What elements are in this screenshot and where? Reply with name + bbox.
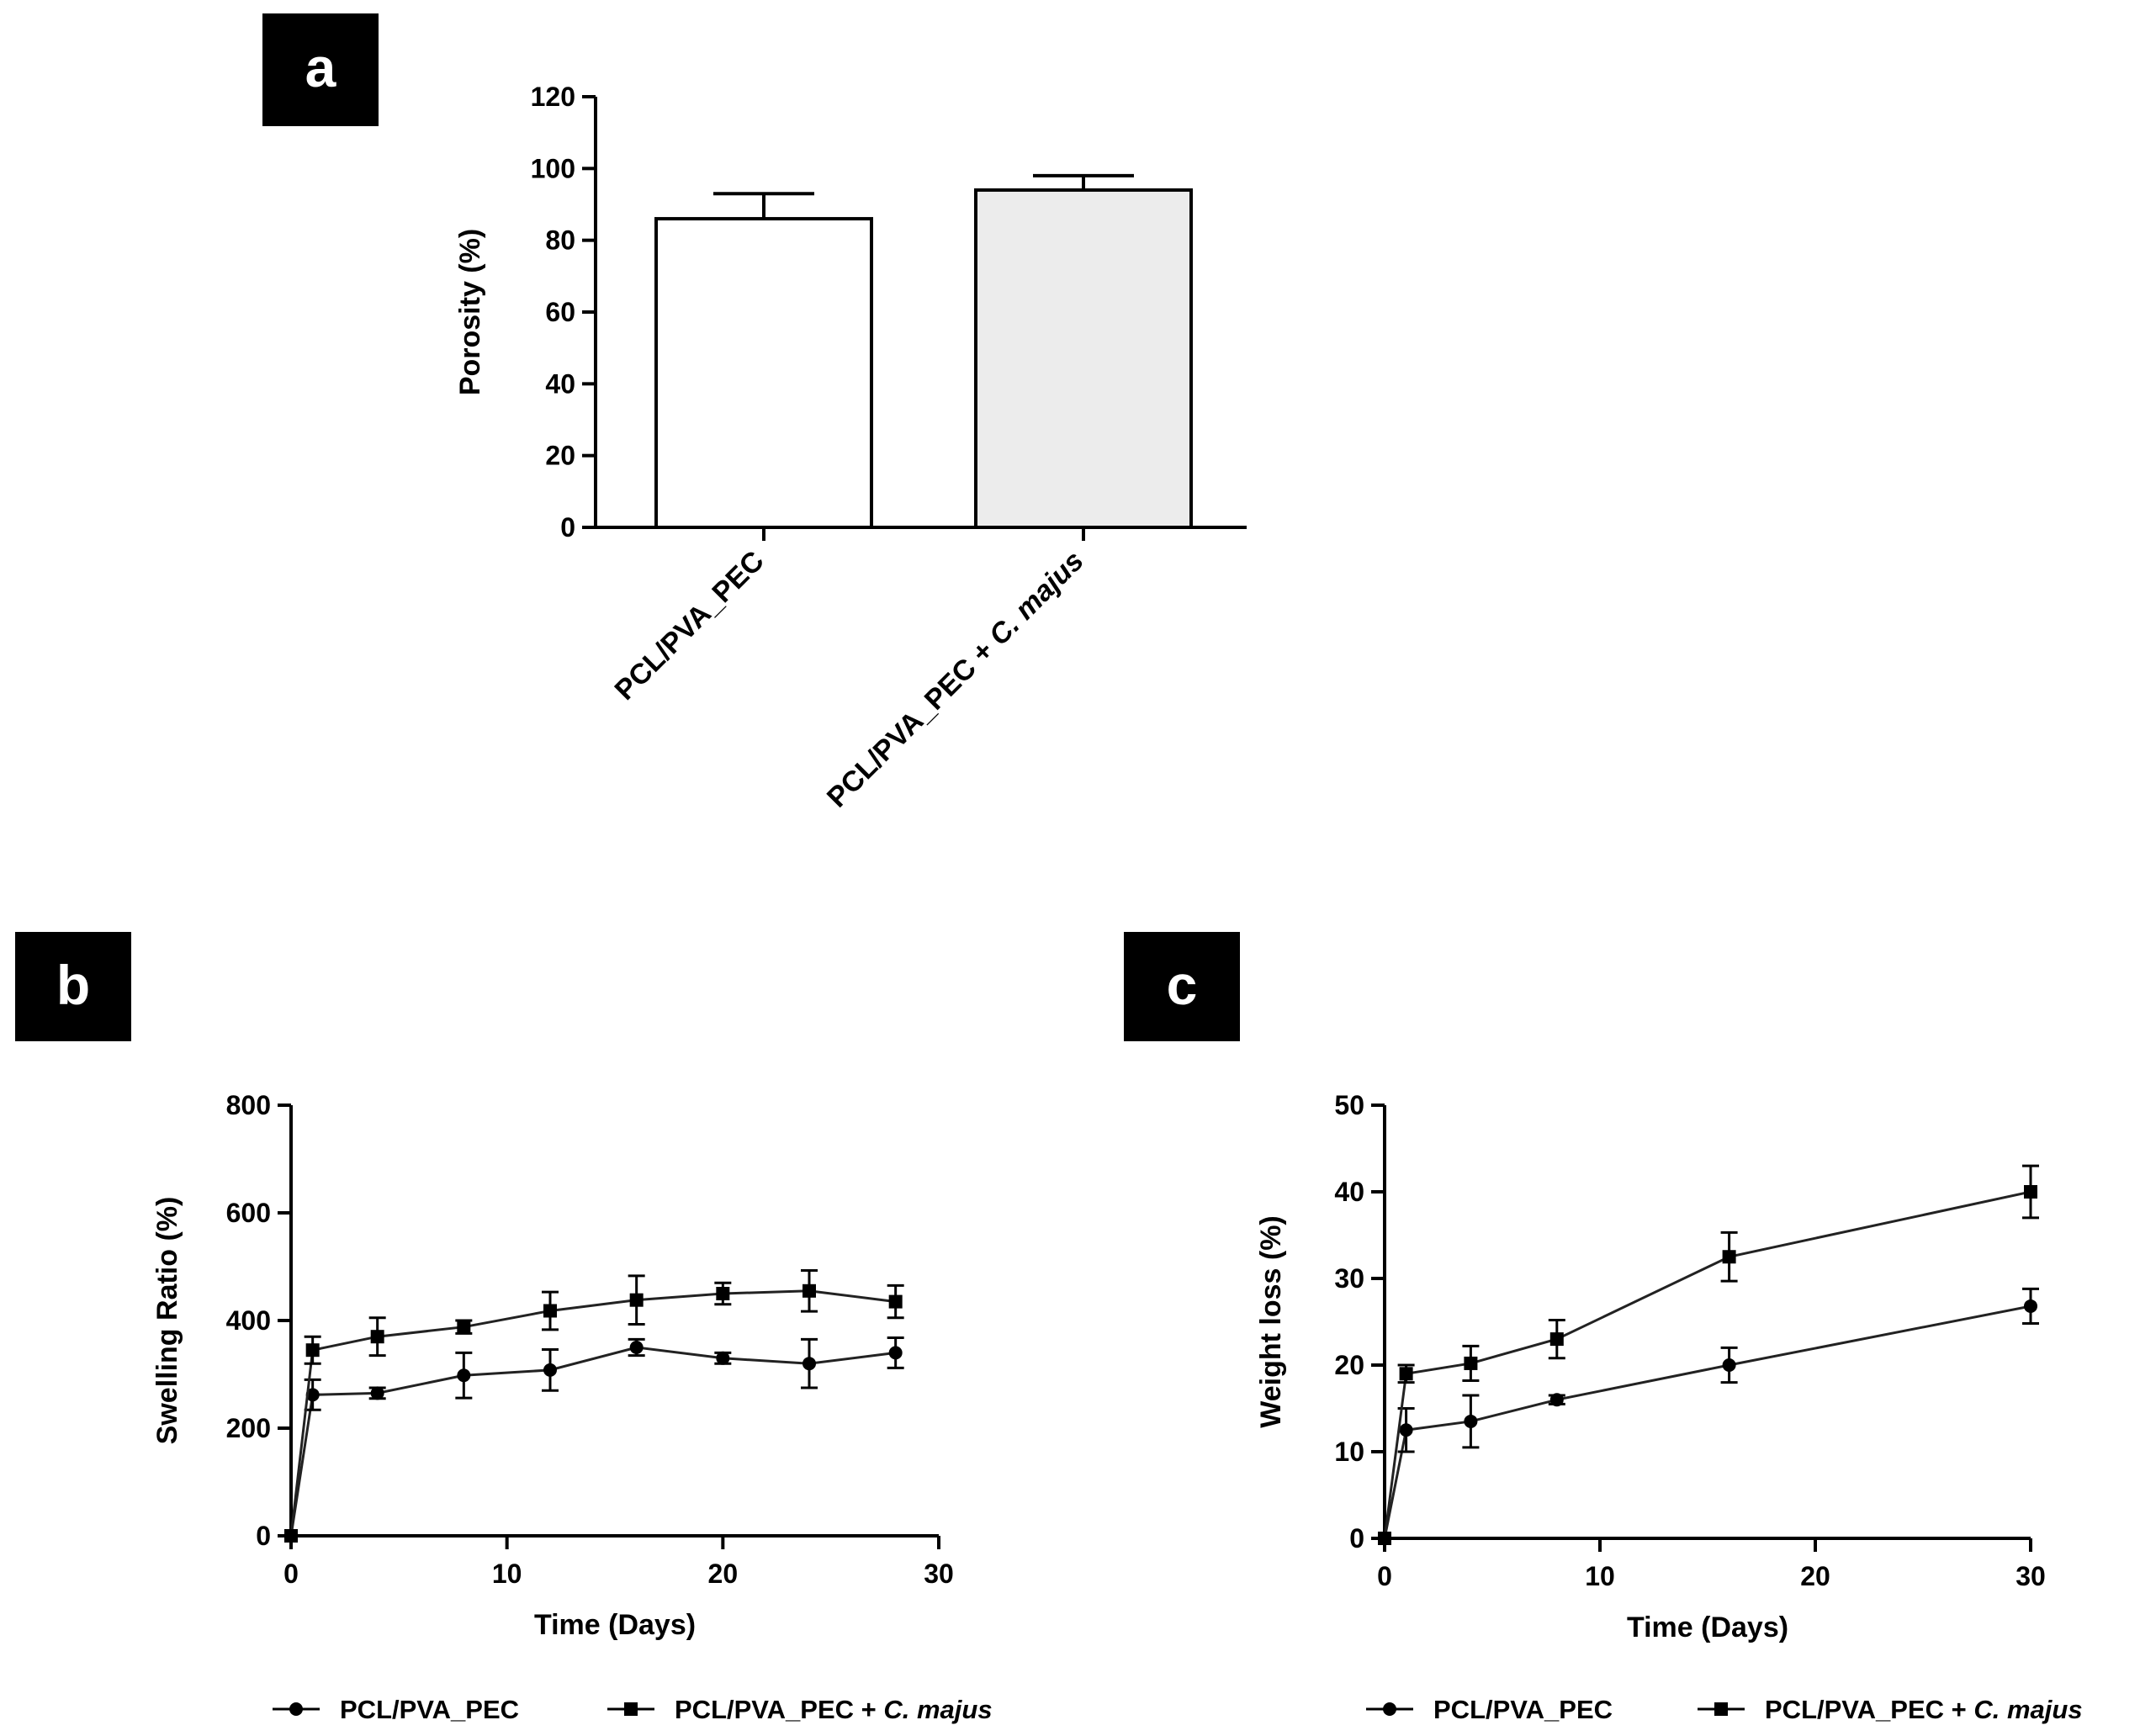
data-point-circle <box>802 1357 816 1371</box>
data-point-square <box>1722 1250 1736 1264</box>
y-tick-label: 20 <box>545 441 575 471</box>
x-axis-label: Time (Days) <box>1627 1612 1788 1643</box>
y-tick-label: 40 <box>545 368 575 399</box>
y-tick-label: 30 <box>1334 1263 1364 1294</box>
y-tick-label: 10 <box>1334 1437 1364 1467</box>
data-point-circle <box>1549 1393 1564 1407</box>
y-tick-label: 50 <box>1334 1090 1364 1120</box>
data-point-square <box>305 1343 320 1358</box>
legend-marker-square <box>1714 1702 1728 1716</box>
data-point-square <box>1399 1367 1413 1381</box>
y-tick-label: 80 <box>545 225 575 256</box>
legend-label: PCL/PVA_PEC + C. majus <box>1765 1695 2083 1724</box>
x-tick-label: 10 <box>492 1559 522 1589</box>
data-point-square <box>1464 1356 1478 1370</box>
y-tick-label: 0 <box>1349 1523 1364 1553</box>
x-tick-label: 0 <box>1377 1561 1392 1591</box>
data-point-circle <box>1464 1414 1478 1428</box>
data-point-circle <box>457 1368 471 1383</box>
data-point-circle <box>1722 1358 1736 1372</box>
data-point-circle <box>543 1363 557 1377</box>
weight-loss-line-chart: 0 10 20 30 40 50 0 10 20 30 Time (Days) Weight loss… <box>1255 1090 2083 1724</box>
legend-label: PCL/PVA_PEC <box>1433 1695 1613 1724</box>
x-tick-label: 30 <box>2016 1561 2046 1591</box>
bar <box>974 188 1193 530</box>
legend-label-plain: PCL/PVA_PEC + <box>675 1695 883 1724</box>
data-point-square <box>1549 1332 1564 1347</box>
data-point-square <box>457 1320 471 1334</box>
data-point-square <box>543 1304 557 1318</box>
panel-a-label-box: a <box>262 13 379 126</box>
y-tick-label: 600 <box>226 1198 271 1228</box>
y-tick-label: 120 <box>531 82 575 112</box>
y-tick-label: 800 <box>226 1090 271 1120</box>
data-point-circle <box>370 1386 384 1400</box>
y-axis-label: Weight loss (%) <box>1255 1215 1287 1428</box>
legend-label: PCL/PVA_PEC + C. majus <box>675 1695 993 1724</box>
legend-marker-circle <box>289 1702 303 1716</box>
y-tick-label: 0 <box>256 1521 271 1551</box>
legend-label: PCL/PVA_PEC <box>340 1695 519 1724</box>
y-tick-label: 20 <box>1334 1350 1364 1380</box>
x-tick-label: 20 <box>708 1559 739 1589</box>
y-tick-label: 200 <box>226 1413 271 1443</box>
series-line <box>1383 1305 2031 1539</box>
swelling-ratio-line-chart: 0 200 400 600 800 0 10 20 30 Time (Days) Swelling … <box>151 1090 993 1724</box>
data-point-square <box>2024 1185 2037 1199</box>
x-tick-label: 20 <box>1800 1561 1830 1591</box>
data-point-circle <box>629 1341 644 1354</box>
data-point-square <box>370 1330 384 1344</box>
data-point-square <box>629 1293 644 1307</box>
x-tick-label-plain: PCL/PVA_PEC + <box>821 629 1005 813</box>
series-line <box>1383 1190 2031 1539</box>
y-axis-label: Swelling Ratio (%) <box>151 1197 183 1445</box>
data-point-square <box>1378 1532 1391 1545</box>
legend-marker-circle <box>1383 1702 1396 1716</box>
panel-c-label: c <box>1167 954 1198 1016</box>
y-tick-label: 60 <box>545 297 575 327</box>
y-tick-label: 100 <box>531 153 575 183</box>
panel-a-label: a <box>305 36 337 98</box>
x-tick-label: PCL/PVA_PEC + C. majus <box>821 545 1090 814</box>
x-tick-label-plain: PCL/PVA_PEC <box>609 545 771 707</box>
legend-label-plain: PCL/PVA_PEC + <box>1765 1695 1973 1724</box>
data-point-square <box>888 1294 903 1309</box>
x-axis-label: Time (Days) <box>534 1609 696 1641</box>
y-tick-label: 0 <box>560 512 575 542</box>
data-point-circle <box>305 1388 320 1402</box>
series-line <box>289 1346 896 1537</box>
y-axis-label: Porosity (%) <box>454 229 486 395</box>
data-point-circle <box>716 1351 730 1365</box>
legend-label-italic: C. majus <box>883 1695 992 1724</box>
data-point-circle <box>1399 1423 1413 1437</box>
data-point-square <box>716 1287 730 1300</box>
bar <box>654 217 873 529</box>
x-tick-label: 0 <box>283 1559 299 1589</box>
x-tick-label: 30 <box>924 1559 954 1589</box>
y-tick-label: 40 <box>1334 1177 1364 1207</box>
data-point-square <box>802 1283 816 1298</box>
porosity-bar-chart: 0 20 40 60 80 100 120 Porosity (%) PCL/PVA_PEC PC… <box>454 82 1247 813</box>
data-point-circle <box>888 1346 903 1360</box>
data-point-square <box>284 1529 298 1543</box>
y-tick-label: 400 <box>226 1305 271 1336</box>
panel-b-label-box: b <box>15 932 131 1041</box>
panel-b-label: b <box>56 954 90 1016</box>
x-tick-label: PCL/PVA_PEC <box>609 545 771 707</box>
x-tick-label: 10 <box>1585 1561 1615 1591</box>
x-tick-label-italic: C. majus <box>983 545 1090 652</box>
panel-c-label-box: c <box>1124 932 1240 1041</box>
series-line <box>289 1289 896 1537</box>
legend-label-italic: C. majus <box>1973 1695 2082 1724</box>
legend-marker-square <box>624 1702 638 1716</box>
data-point-circle <box>2024 1299 2037 1313</box>
